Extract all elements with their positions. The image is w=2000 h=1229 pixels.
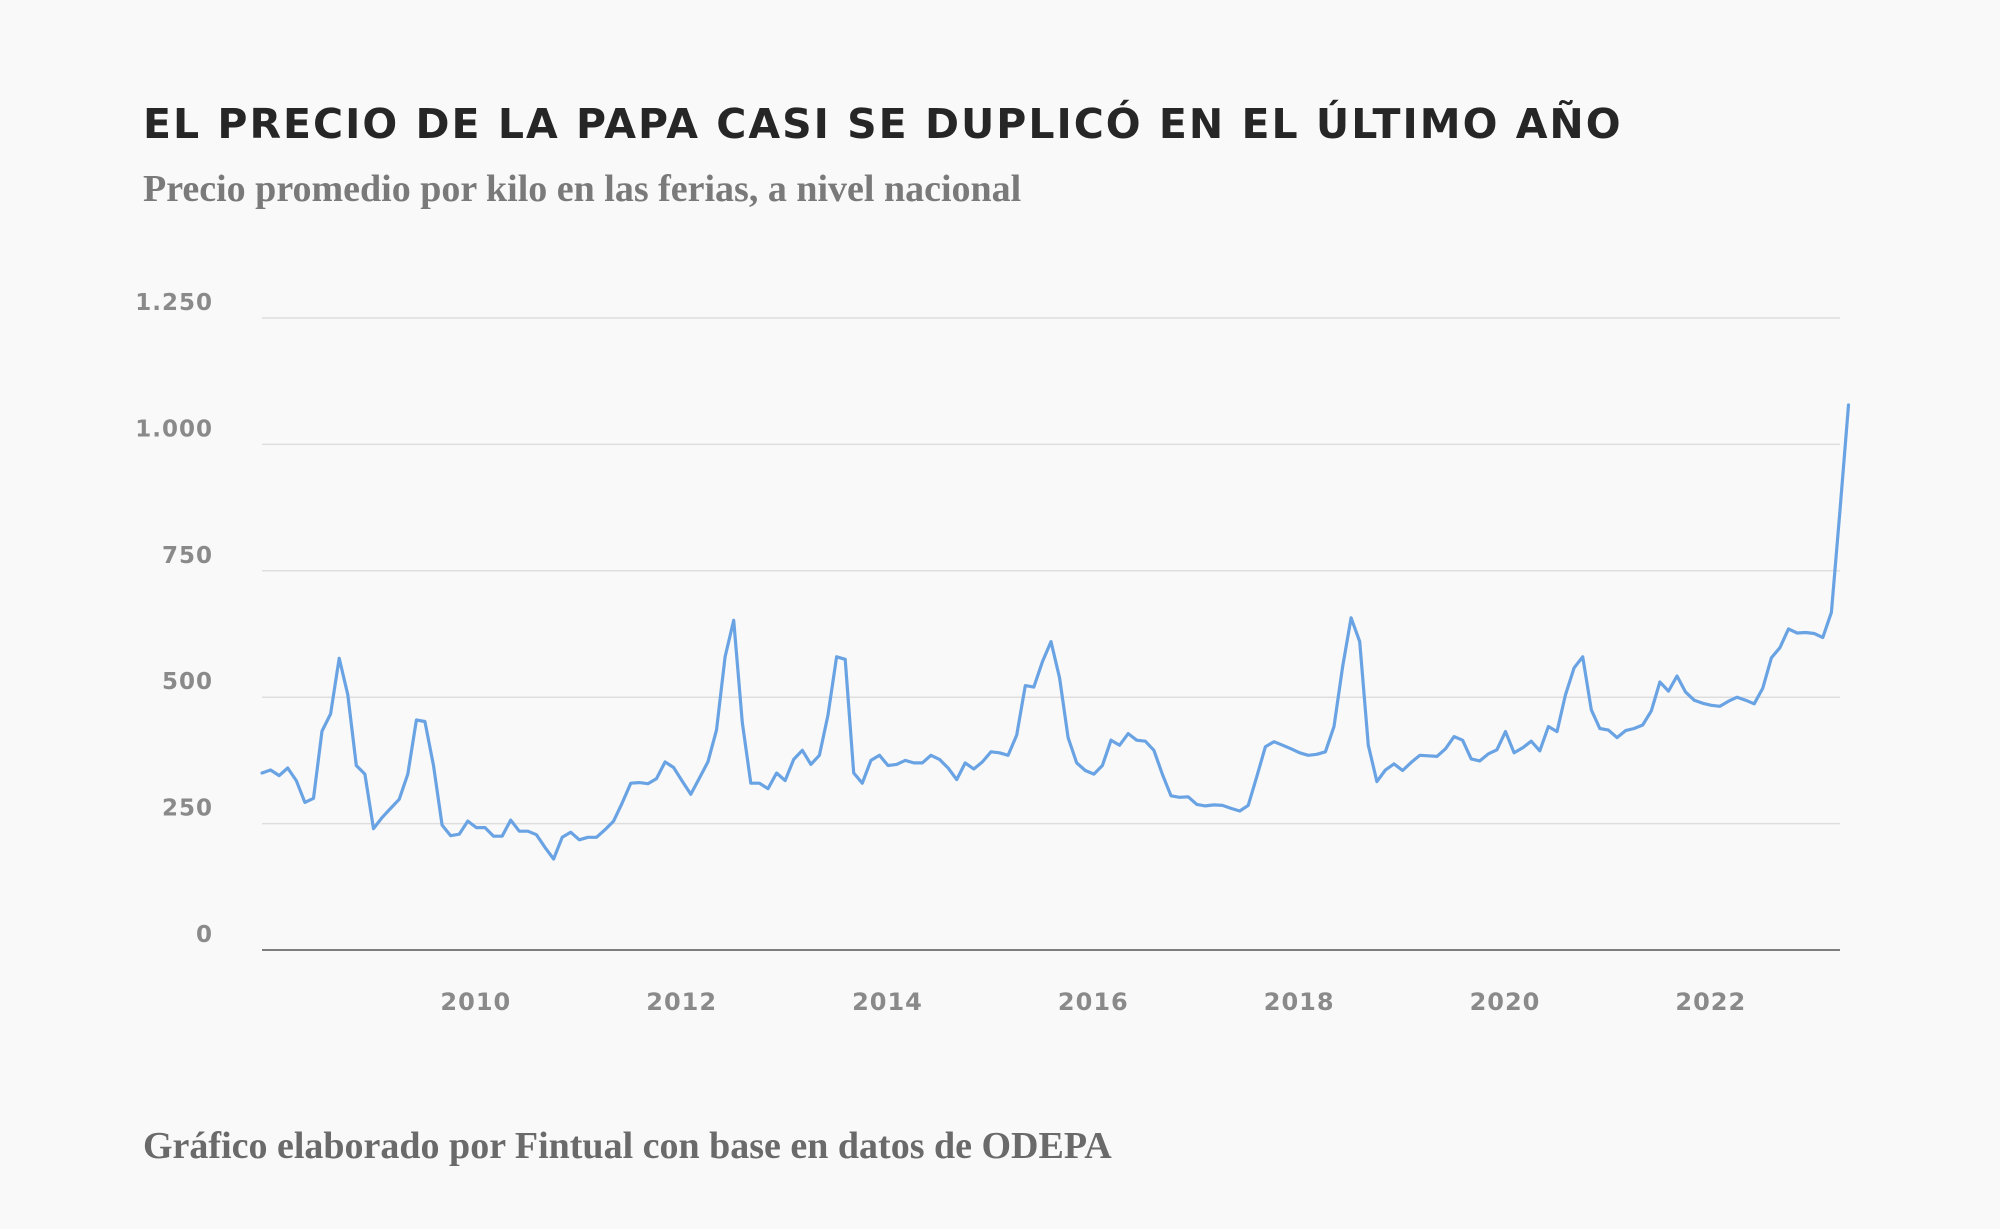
x-tick-label: 2014 (852, 988, 923, 1016)
x-tick-label: 2022 (1675, 988, 1746, 1016)
series-line (260, 403, 1851, 861)
y-tick-label: 500 (162, 669, 213, 695)
series-group (260, 403, 1851, 861)
x-tick-label: 2012 (646, 988, 717, 1016)
y-tick-label: 1.250 (135, 290, 213, 316)
x-axis-ticks: 2010 2012 2014 2016 2018 2020 2022 (440, 988, 1746, 1016)
y-tick-label: 750 (162, 543, 213, 569)
y-tick-label: 250 (162, 796, 213, 822)
y-axis-ticks: 0 250 500 750 1.000 1.250 (135, 290, 213, 948)
x-tick-label: 2020 (1470, 988, 1541, 1016)
x-tick-label: 2016 (1058, 988, 1129, 1016)
x-tick-label: 2010 (440, 988, 511, 1016)
y-tick-label: 1.000 (135, 416, 213, 442)
grid-lines (262, 317, 1840, 825)
chart-source-note: Gráfico elaborado por Fintual con base e… (143, 1125, 1112, 1167)
x-tick-label: 2018 (1264, 988, 1335, 1016)
chart-subtitle: Precio promedio por kilo en las ferias, … (143, 168, 1022, 210)
y-tick-label: 0 (196, 922, 213, 948)
chart-title: EL PRECIO DE LA PAPA CASI SE DUPLICÓ EN … (143, 100, 1623, 148)
